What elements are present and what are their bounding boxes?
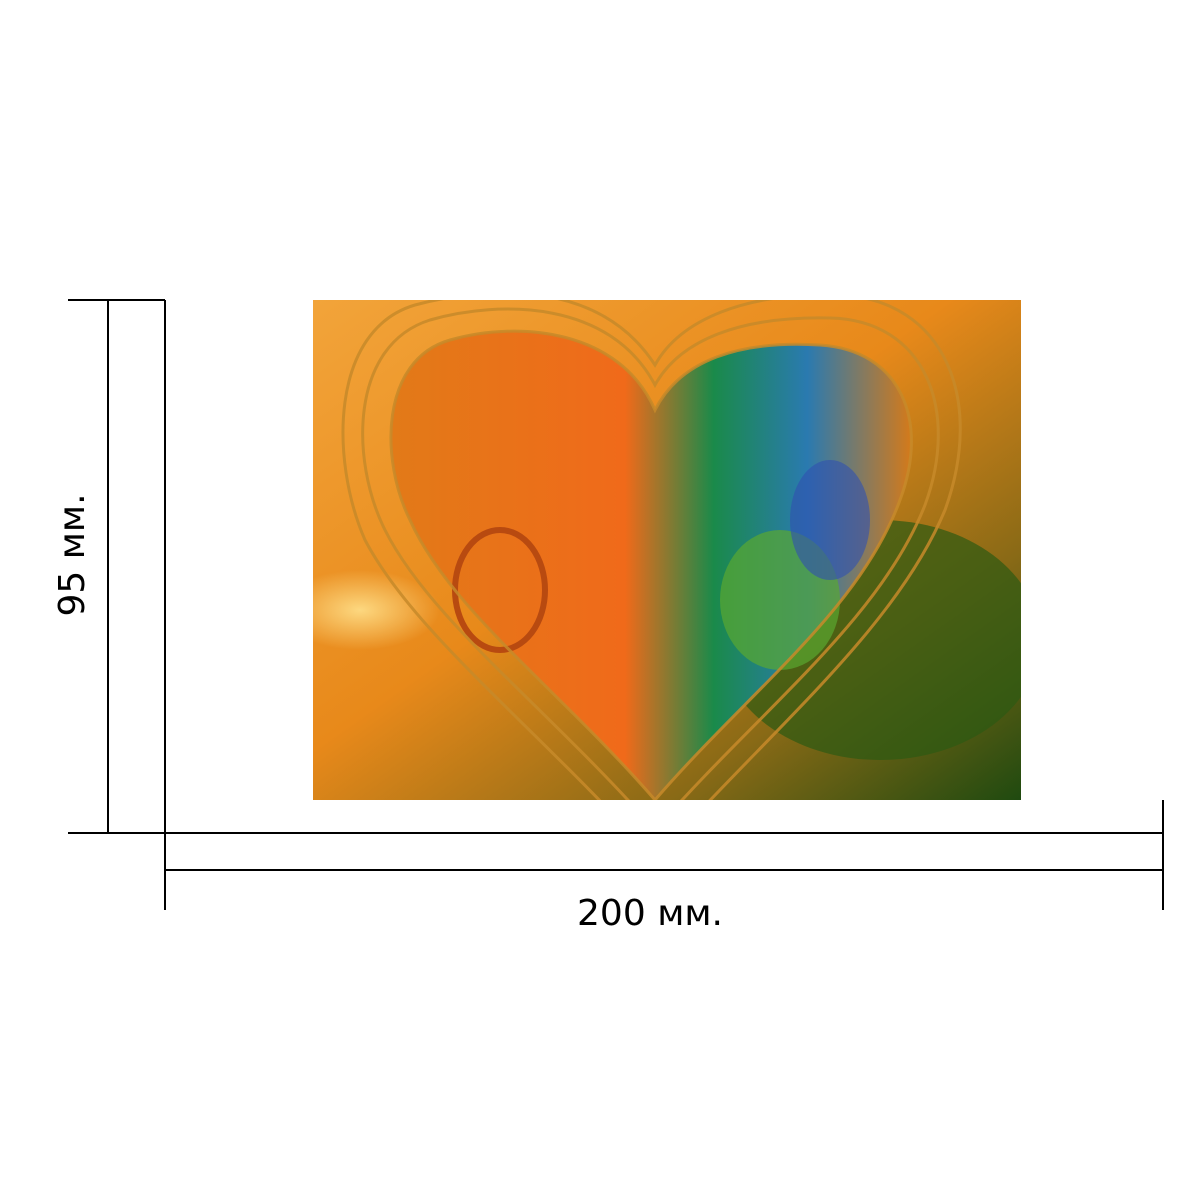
width-label: 200 мм. — [577, 893, 723, 934]
dimension-lines — [68, 299, 1164, 910]
height-label: 95 мм. — [52, 493, 93, 616]
artwork — [313, 300, 1021, 800]
